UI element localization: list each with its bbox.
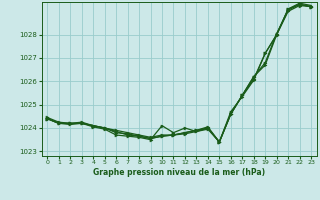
X-axis label: Graphe pression niveau de la mer (hPa): Graphe pression niveau de la mer (hPa) bbox=[93, 168, 265, 177]
